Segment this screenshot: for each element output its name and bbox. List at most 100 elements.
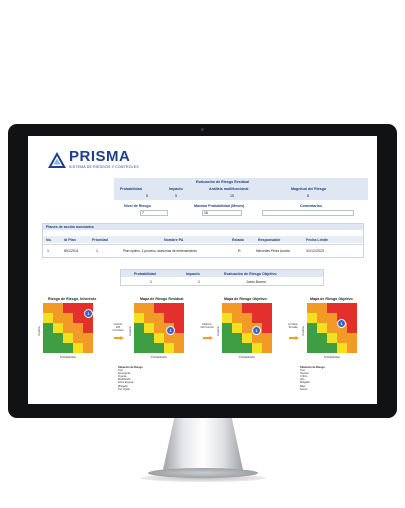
matrix-cell (174, 303, 184, 313)
matrix-cell (154, 333, 164, 343)
matrix-cell (232, 303, 242, 313)
residual-summary-panel (114, 178, 368, 200)
matrix-cell (262, 343, 272, 353)
target-value-impact: 1 (198, 280, 200, 284)
matrix-cell (83, 343, 93, 353)
matrix-cell (63, 323, 73, 333)
risk-matrix-objective (222, 303, 272, 353)
matrix-cell (134, 313, 144, 323)
matrix-cell (347, 323, 357, 333)
plans-col-no: No. (46, 238, 52, 242)
risk-level-input[interactable]: 7 (140, 210, 168, 216)
plan-cell-no: 1 (47, 249, 49, 253)
matrix-cell (317, 303, 327, 313)
matrix-cell (43, 323, 53, 333)
param-label-level: Nivel de Riesgo (124, 204, 151, 208)
plans-col-status: Estado (232, 238, 244, 242)
target-value-evaluation: Justo Bueno (246, 280, 266, 284)
matrix-cell (232, 323, 242, 333)
matrix-cell (232, 343, 242, 353)
comments-input[interactable] (262, 210, 354, 216)
matrix-cell (43, 303, 53, 313)
matrix-cell (154, 343, 164, 353)
prism-logo-icon (48, 151, 66, 168)
y-axis-label: Impacto (216, 326, 220, 336)
risk-marker[interactable]: 1 (84, 309, 93, 318)
risk-marker[interactable]: 1 (252, 326, 261, 335)
transition-label-1: Control: 100 Controles (112, 323, 124, 332)
plans-header-row (43, 236, 363, 243)
matrix-cell (164, 333, 174, 343)
risk-marker[interactable]: 1 (166, 326, 175, 335)
matrix-cell (73, 323, 83, 333)
risk-matrix-residual (134, 303, 184, 353)
param-label-comments: Comentarios (300, 204, 322, 208)
matrix-cell (327, 323, 337, 333)
matrix-cell (252, 303, 262, 313)
legend-item: Entre Espera (118, 381, 134, 385)
legend-item: Crítico (300, 375, 308, 379)
matrix-cell (307, 313, 317, 323)
risk-marker[interactable]: 1 (337, 319, 346, 328)
matrix-cell (134, 323, 144, 333)
plan-cell-id[interactable]: 891/2011 (64, 249, 79, 253)
plans-col-deadline: Fecha Límite (306, 238, 328, 242)
matrix-cell (347, 313, 357, 323)
legend-item: Nuevo (300, 387, 308, 391)
matrix-cell (337, 333, 347, 343)
legend-item: Vigente (300, 372, 309, 376)
matrix-cell (53, 303, 63, 313)
matrix-cell (73, 343, 83, 353)
summary-value-magnitude: 8 (307, 194, 309, 198)
matrix-cell (83, 323, 93, 333)
plan-cell-name: Plan óptimo, 1 proceso, asesorías de ent… (123, 249, 197, 253)
matrix-cell (174, 313, 184, 323)
legend-item: Vigente (118, 375, 127, 379)
legend-item: Mitigado (118, 384, 128, 388)
plans-divider (43, 244, 363, 245)
matrix-cell (144, 323, 154, 333)
summary-header-impact: Impacto (169, 187, 183, 191)
legend-item: Emergente (118, 372, 131, 376)
plans-col-owner: Responsable (258, 238, 281, 242)
y-axis-label: Impacto (128, 326, 132, 336)
matrix-cell (134, 343, 144, 353)
max-probability-input[interactable]: 15 (202, 210, 242, 216)
stand-shadow (140, 474, 266, 482)
matrix-cell (252, 313, 262, 323)
summary-value-impact: 5 (175, 194, 177, 198)
matrix-cell (242, 333, 252, 343)
matrix-cell (174, 323, 184, 333)
matrix-cell (262, 313, 272, 323)
plans-title-bar (43, 224, 363, 230)
matrix-cell (144, 333, 154, 343)
matrix-cell (347, 333, 357, 343)
plan-cell-deadline: 31/12/2023 (306, 249, 324, 253)
x-axis-label: Probabilidad (151, 355, 167, 359)
brand-name: PRISMA (69, 148, 131, 165)
summary-value-analysis: 15 (230, 194, 234, 198)
y-axis-label: Impacto (301, 326, 305, 336)
target-header-row (121, 270, 323, 277)
matrix-cell (144, 313, 154, 323)
legend-item: Modificado (118, 378, 131, 382)
legend-residual: Situación de Riesgo Tipo Emergente Vigen… (118, 366, 143, 391)
x-axis-label: Probabilidad (239, 355, 255, 359)
legend-header: Situación de Riesgo (118, 366, 143, 369)
matrix-cell (317, 343, 327, 353)
matrix-cell (134, 333, 144, 343)
matrix-cell (327, 313, 337, 323)
brand-tagline: SISTEMA DE RIESGOS Y CONTROLES (69, 165, 139, 169)
matrix-cell (337, 343, 347, 353)
arrow-right-icon (203, 336, 213, 340)
matrix-cell (347, 303, 357, 313)
matrix-cell (73, 313, 83, 323)
matrix-cell (43, 333, 53, 343)
param-label-max-prob: Máxima Probabilidad (Meses) (194, 204, 245, 208)
matrix-cell (222, 333, 232, 343)
matrix-cell (262, 333, 272, 343)
matrix-cell (144, 343, 154, 353)
plans-col-id: Id Plan (64, 238, 76, 242)
matrix-cell (154, 303, 164, 313)
